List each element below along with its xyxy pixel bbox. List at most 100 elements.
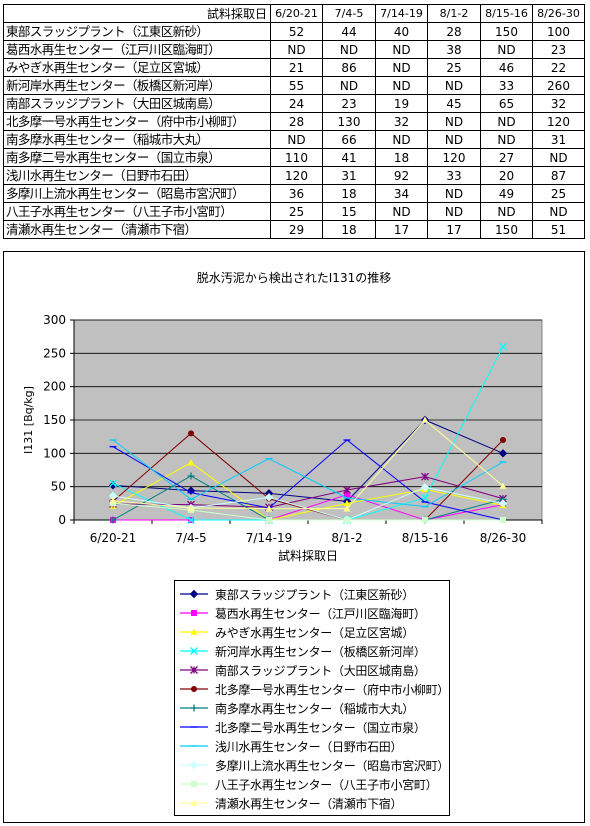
site-name-cell: みやぎ水再生センター（足立区宮城） [3, 58, 271, 77]
value-cell: 17 [427, 220, 481, 239]
legend-swatch [180, 686, 208, 692]
y-axis-label: I131 [Bq/kg] [22, 386, 35, 454]
value-cell: ND [480, 40, 533, 59]
value-cell: ND [270, 130, 323, 149]
point-marker [109, 516, 117, 524]
value-cell: 23 [322, 94, 376, 113]
x-tick-label: 7/14-19 [246, 531, 293, 545]
legend-label: 南多摩水再生センター（稲城市大丸） [215, 702, 414, 716]
y-tick-label: 300 [43, 313, 66, 327]
legend-item: みやぎ水再生センター（足立区宮城） [175, 623, 449, 641]
series-line [112, 439, 504, 521]
table-row: みやぎ水再生センター（足立区宮城） 21 86 ND 25 46 22 [3, 58, 585, 77]
legend-label: みやぎ水再生センター（足立区宮城） [215, 626, 414, 640]
legend-label: 清瀬水再生センター（清瀬市下宿） [215, 797, 403, 811]
value-cell: ND [427, 76, 481, 95]
point-marker [422, 517, 428, 523]
value-cell: 25 [532, 184, 585, 203]
value-cell: ND [375, 202, 428, 221]
table-row: 八王子水再生センター（八王子市小宮町） 25 15 ND ND ND ND [3, 202, 585, 221]
value-cell: ND [427, 112, 481, 131]
point-marker [500, 517, 506, 523]
site-name-cell: 八王子水再生センター（八王子市小宮町） [3, 202, 271, 221]
value-cell: ND [427, 130, 481, 149]
value-cell: ND [480, 112, 533, 131]
value-cell: 87 [532, 166, 585, 185]
value-cell: 24 [270, 94, 323, 113]
value-cell: 150 [480, 220, 533, 239]
point-marker [187, 472, 195, 480]
legend-label: 新河岸水再生センター（板橋区新河岸） [215, 645, 426, 659]
value-cell: ND [375, 76, 428, 95]
series-9 [109, 439, 507, 508]
value-cell: 120 [532, 112, 585, 131]
table-column-header: 7/14-19 [375, 4, 428, 23]
table-column-header: 8/1-2 [427, 4, 481, 23]
line-chart: 脱水汚泥から検出されたI131の推移 0 50 100 150 200 250 300 6/20… [22, 270, 543, 563]
x-tick-label: 8/1-2 [331, 531, 362, 545]
value-cell: 44 [322, 22, 376, 41]
legend-label: 多摩川上流水再生センター（昭島市宮沢町） [215, 759, 450, 773]
legend-item: 南多摩水再生センター（稲城市大丸） [175, 699, 449, 717]
value-cell: ND [375, 40, 428, 59]
value-cell: 65 [480, 94, 533, 113]
value-cell: 20 [480, 166, 533, 185]
point-marker [189, 589, 199, 599]
legend-label: 八王子水再生センター（八王子市小宮町） [215, 778, 438, 792]
value-cell: ND [270, 40, 323, 59]
point-marker [343, 486, 351, 494]
point-marker [343, 499, 351, 507]
series-line [112, 502, 503, 521]
value-cell: 28 [427, 22, 481, 41]
table-column-header: 8/26-30 [532, 4, 585, 23]
value-cell: 51 [532, 220, 585, 239]
point-marker [499, 342, 507, 351]
value-cell: 260 [532, 76, 585, 95]
value-cell: 29 [270, 220, 323, 239]
value-cell: 32 [532, 94, 585, 113]
legend-label: 東部スラッジプラント（江東区新砂） [215, 588, 414, 602]
value-cell: ND [375, 130, 428, 149]
table-header-row: 試料採取日 6/20-21 7/4-5 7/14-19 8/1-2 8/15-16 8/2… [3, 4, 585, 23]
legend-item: 東部スラッジプラント（江東区新砂） [175, 585, 449, 603]
value-cell: 52 [270, 22, 323, 41]
legend-item: 清瀬水再生センター（清瀬市下宿） [175, 794, 449, 812]
point-marker [500, 437, 506, 443]
table-body: 東部スラッジプラント（江東区新砂） 52 44 40 28 150 100 葛西水再生センター… [3, 22, 585, 239]
legend-item: 南部スラッジプラント（大田区城南島） [175, 661, 449, 679]
x-tick-label: 8/15-16 [402, 531, 449, 545]
table-row: 多摩川上流水再生センター（昭島市宮沢町） 36 18 34 ND 49 25 [3, 184, 585, 203]
value-cell: 66 [322, 130, 376, 149]
legend-label: 南部スラッジプラント（大田区城南島） [215, 664, 426, 678]
point-marker [343, 505, 351, 512]
value-cell: 40 [375, 22, 428, 41]
point-marker [264, 493, 274, 502]
point-marker [420, 483, 430, 492]
value-cell: 150 [480, 22, 533, 41]
point-marker [191, 686, 197, 692]
table-row: 葛西水再生センター（江戸川区臨海町） ND ND ND 38 ND 23 [3, 40, 585, 59]
y-tick-label: 200 [43, 380, 66, 394]
value-cell: 28 [270, 112, 323, 131]
point-marker [190, 704, 198, 712]
x-tick-label: 6/20-21 [90, 531, 137, 545]
series-line [112, 439, 504, 508]
site-name-cell: 葛西水再生センター（江戸川区臨海町） [3, 40, 271, 59]
chart-area: 脱水汚泥から検出されたI131の推移 0 50 100 150 200 250 300 6/20… [3, 251, 585, 823]
point-marker [498, 499, 508, 508]
site-name-cell: 東部スラッジプラント（江東区新砂） [3, 22, 271, 41]
value-cell: 33 [480, 76, 533, 95]
series-line [113, 494, 504, 521]
point-marker [190, 799, 198, 806]
value-cell: 27 [480, 148, 533, 167]
table-row: 南多摩水再生センター（稲城市大丸） ND 66 ND ND ND 31 [3, 130, 585, 149]
value-cell: 86 [322, 58, 376, 77]
value-cell: 120 [427, 148, 481, 167]
table-row: 清瀬水再生センター（清瀬市下宿） 29 18 17 17 150 51 [3, 220, 585, 239]
point-marker [266, 517, 272, 523]
series-line [112, 462, 504, 521]
value-cell: 33 [427, 166, 481, 185]
point-marker [265, 505, 273, 512]
table-row: 南部スラッジプラント（大田区城南島） 24 23 19 45 65 32 [3, 94, 585, 113]
legend-swatch [180, 726, 208, 728]
